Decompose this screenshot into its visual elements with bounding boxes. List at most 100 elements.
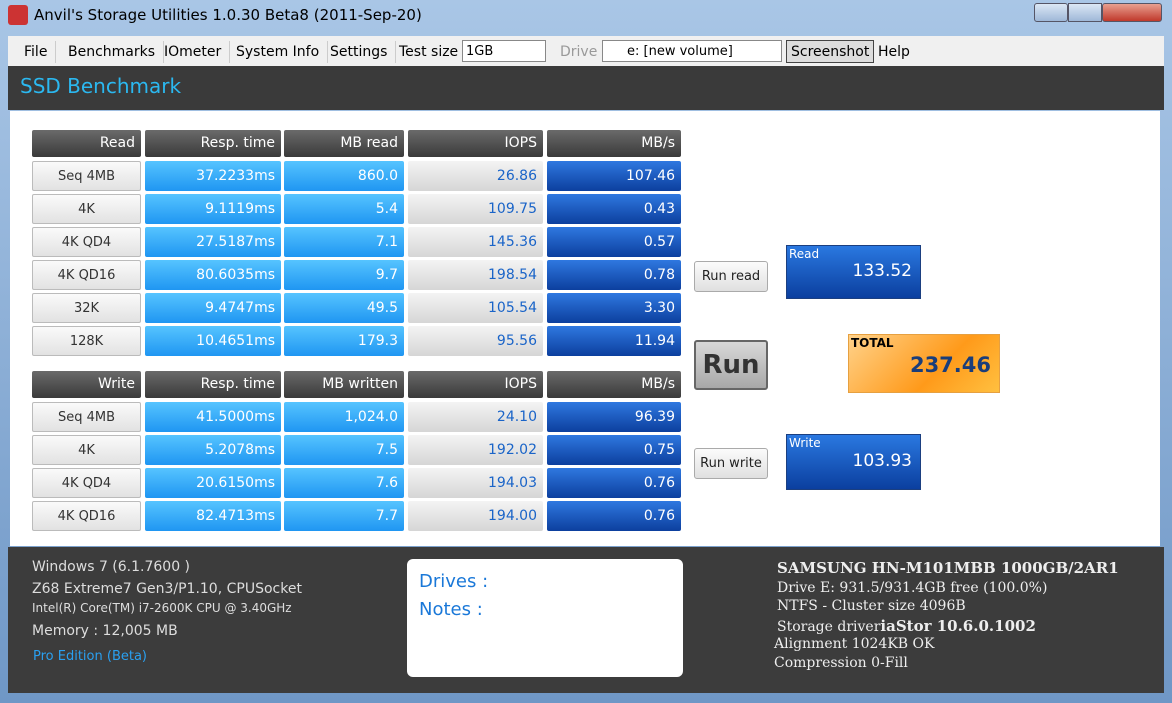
- result-cell: 109.75: [408, 194, 543, 224]
- window-title: Anvil's Storage Utilities 1.0.30 Beta8 (…: [34, 6, 422, 24]
- maximize-button[interactable]: [1068, 3, 1102, 22]
- edition-label: Pro Edition (Beta): [33, 649, 147, 664]
- system-info: Memory : 12,005 MB: [32, 623, 178, 639]
- menu-item[interactable]: System Info: [228, 41, 329, 63]
- column-header: MB read: [284, 130, 404, 157]
- result-cell: 24.10: [408, 402, 543, 432]
- menu-item[interactable]: Benchmarks: [60, 41, 165, 63]
- result-cell: 7.7: [284, 501, 404, 531]
- result-cell: 10.4651ms: [145, 326, 281, 356]
- result-cell: 96.39: [547, 402, 681, 432]
- column-header: MB written: [284, 371, 404, 398]
- test-size-label: Test size: [399, 44, 459, 60]
- result-cell: 0.57: [547, 227, 681, 257]
- column-header: MB/s: [547, 130, 681, 157]
- run-button[interactable]: Run: [694, 340, 768, 390]
- total-score: TOTAL 237.46: [848, 334, 1000, 393]
- score-value: 103.93: [852, 451, 912, 471]
- result-cell: 20.6150ms: [145, 468, 281, 498]
- result-cell: 9.4747ms: [145, 293, 281, 323]
- menu-item[interactable]: File: [16, 41, 57, 63]
- minimize-button[interactable]: [1034, 3, 1068, 22]
- notes-label: Notes :: [419, 599, 483, 620]
- score-label: TOTAL: [851, 336, 894, 350]
- drive-model: SAMSUNG HN-M101MBB 1000GB/2AR1: [777, 559, 1119, 577]
- test-button[interactable]: Seq 4MB: [32, 161, 141, 191]
- result-cell: 7.1: [284, 227, 404, 257]
- column-header: Resp. time: [145, 371, 281, 398]
- result-cell: 145.36: [408, 227, 543, 257]
- test-button[interactable]: 128K: [32, 326, 141, 356]
- result-cell: 194.00: [408, 501, 543, 531]
- test-button[interactable]: 4K QD4: [32, 468, 141, 498]
- test-button[interactable]: 4K QD4: [32, 227, 141, 257]
- menu-item[interactable]: IOmeter: [156, 41, 231, 63]
- result-cell: 0.75: [547, 435, 681, 465]
- result-cell: 9.1119ms: [145, 194, 281, 224]
- result-cell: 192.02: [408, 435, 543, 465]
- score-label: Read: [789, 247, 820, 261]
- result-cell: 49.5: [284, 293, 404, 323]
- result-cell: 26.86: [408, 161, 543, 191]
- result-cell: 37.2233ms: [145, 161, 281, 191]
- result-cell: 0.76: [547, 468, 681, 498]
- column-header: IOPS: [408, 371, 543, 398]
- column-header: Resp. time: [145, 130, 281, 157]
- result-cell: 80.6035ms: [145, 260, 281, 290]
- drive-free: Drive E: 931.5/931.4GB free (100.0%): [777, 580, 1048, 596]
- result-cell: 0.43: [547, 194, 681, 224]
- alignment: Alignment 1024KB OK: [774, 636, 935, 652]
- result-cell: 107.46: [547, 161, 681, 191]
- test-button[interactable]: 4K QD16: [32, 260, 141, 290]
- run-read-button[interactable]: Run read: [694, 261, 768, 292]
- column-header: Write: [32, 371, 141, 398]
- test-button[interactable]: 4K QD16: [32, 501, 141, 531]
- score-label: Write: [789, 436, 821, 450]
- result-cell: 194.03: [408, 468, 543, 498]
- test-button[interactable]: 4K: [32, 435, 141, 465]
- result-cell: 0.76: [547, 501, 681, 531]
- result-cell: 5.4: [284, 194, 404, 224]
- result-cell: 7.6: [284, 468, 404, 498]
- run-write-button[interactable]: Run write: [694, 448, 768, 479]
- driver-label: Storage driver: [777, 619, 881, 635]
- menu-bar: [8, 36, 1164, 66]
- test-button[interactable]: 32K: [32, 293, 141, 323]
- app-icon: [8, 5, 28, 25]
- column-header: Read: [32, 130, 141, 157]
- result-cell: 5.2078ms: [145, 435, 281, 465]
- notes-box: Drives : Notes :: [407, 559, 683, 677]
- result-cell: 0.78: [547, 260, 681, 290]
- column-header: MB/s: [547, 371, 681, 398]
- result-cell: 95.56: [408, 326, 543, 356]
- driver-name: iaStor 10.6.0.1002: [880, 617, 1036, 635]
- close-button[interactable]: [1102, 3, 1162, 22]
- column-header: IOPS: [408, 130, 543, 157]
- screenshot-button[interactable]: Screenshot: [786, 40, 875, 63]
- result-cell: 1,024.0: [284, 402, 404, 432]
- result-cell: 27.5187ms: [145, 227, 281, 257]
- score-value: 237.46: [909, 352, 991, 377]
- test-button[interactable]: Seq 4MB: [32, 402, 141, 432]
- drive-select[interactable]: e: [new volume]: [602, 40, 782, 62]
- system-info: Intel(R) Core(TM) i7-2600K CPU @ 3.40GHz: [32, 601, 292, 615]
- help-menu[interactable]: Help: [878, 44, 910, 60]
- drives-label: Drives :: [419, 571, 489, 592]
- drive-label: Drive: [560, 44, 598, 60]
- test-size-select[interactable]: 1GB: [462, 40, 546, 62]
- read-score: Read 133.52: [786, 245, 921, 299]
- system-info: Windows 7 (6.1.7600 ): [32, 559, 191, 575]
- result-cell: 7.5: [284, 435, 404, 465]
- write-score: Write 103.93: [786, 434, 921, 490]
- result-cell: 41.5000ms: [145, 402, 281, 432]
- test-button[interactable]: 4K: [32, 194, 141, 224]
- score-value: 133.52: [852, 261, 912, 281]
- result-cell: 3.30: [547, 293, 681, 323]
- storage-driver: Storage driveriaStor 10.6.0.1002: [777, 617, 1036, 635]
- result-cell: 860.0: [284, 161, 404, 191]
- info-panel: Windows 7 (6.1.7600 ) Z68 Extreme7 Gen3/P…: [8, 547, 1164, 693]
- header-title: SSD Benchmark: [20, 74, 182, 98]
- menu-item[interactable]: Settings: [322, 41, 397, 63]
- result-cell: 105.54: [408, 293, 543, 323]
